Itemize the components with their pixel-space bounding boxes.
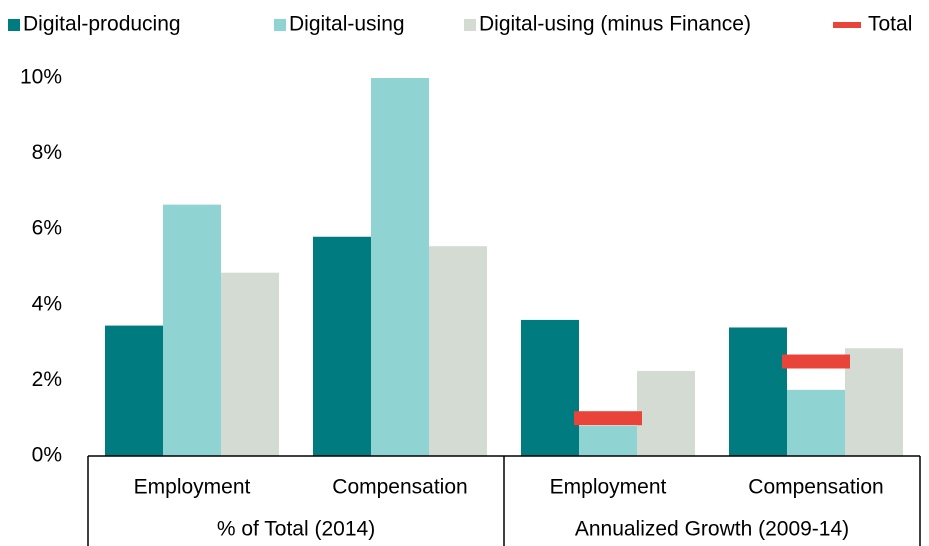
bar	[729, 327, 787, 456]
bar	[579, 425, 637, 456]
bar	[845, 348, 903, 456]
legend-label: Digital-using	[289, 13, 405, 36]
y-tick-label: 2%	[32, 368, 62, 391]
bar	[313, 236, 371, 456]
y-tick-label: 6%	[32, 217, 62, 240]
legend-label: Total	[868, 13, 912, 36]
group-label: % of Total (2014)	[217, 518, 375, 541]
total-marker	[782, 354, 850, 369]
legend-swatch	[464, 19, 476, 31]
legend-swatch	[274, 19, 286, 31]
bar	[163, 204, 221, 456]
bar	[637, 370, 695, 456]
group-label: Annualized Growth (2009-14)	[575, 518, 849, 541]
x-tick-label: Compensation	[748, 476, 883, 499]
legend-swatch	[833, 22, 861, 28]
y-tick-label: 4%	[32, 292, 62, 315]
legend-label: Digital-producing	[23, 13, 181, 36]
y-tick-label: 10%	[20, 66, 62, 89]
y-tick-label: 0%	[32, 444, 62, 467]
bar	[429, 246, 487, 456]
total-marker	[574, 411, 642, 426]
bar	[371, 78, 429, 456]
bar	[105, 325, 163, 456]
legend-label: Digital-using (minus Finance)	[479, 13, 751, 36]
x-tick-label: Employment	[550, 476, 667, 499]
x-tick-label: Employment	[134, 476, 251, 499]
y-tick-label: 8%	[32, 141, 62, 164]
x-tick-label: Compensation	[332, 476, 467, 499]
bar	[787, 389, 845, 456]
legend-swatch	[8, 19, 20, 31]
bar	[521, 319, 579, 456]
bar	[221, 272, 279, 456]
